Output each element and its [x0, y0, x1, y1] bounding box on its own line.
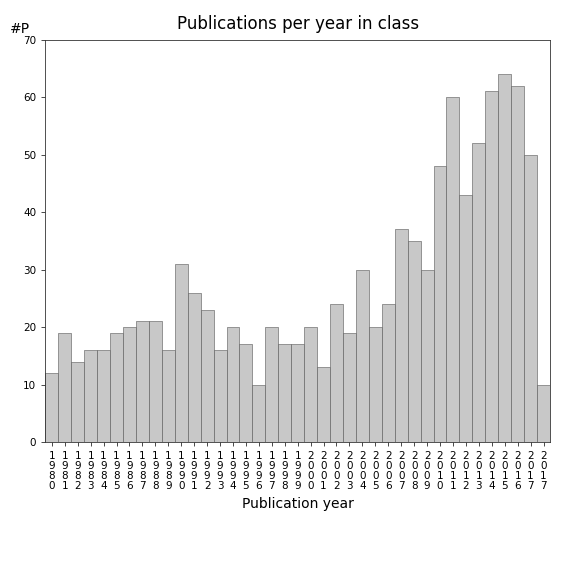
Bar: [395, 230, 408, 442]
Bar: [434, 166, 446, 442]
Bar: [330, 304, 343, 442]
Bar: [214, 350, 226, 442]
Bar: [84, 350, 97, 442]
Bar: [356, 270, 369, 442]
Bar: [123, 327, 136, 442]
Bar: [239, 345, 252, 442]
Title: Publications per year in class: Publications per year in class: [176, 15, 419, 32]
Bar: [71, 362, 84, 442]
Bar: [149, 321, 162, 442]
Bar: [175, 264, 188, 442]
Bar: [304, 327, 317, 442]
Bar: [110, 333, 123, 442]
X-axis label: Publication year: Publication year: [242, 497, 354, 511]
Bar: [265, 327, 278, 442]
Bar: [369, 327, 382, 442]
Bar: [45, 373, 58, 442]
Bar: [201, 310, 214, 442]
Bar: [498, 74, 511, 442]
Bar: [136, 321, 149, 442]
Bar: [97, 350, 110, 442]
Bar: [472, 143, 485, 442]
Bar: [459, 195, 472, 442]
Bar: [226, 327, 239, 442]
Bar: [162, 350, 175, 442]
Bar: [537, 385, 550, 442]
Bar: [524, 155, 537, 442]
Bar: [446, 97, 459, 442]
Bar: [188, 293, 201, 442]
Bar: [511, 86, 524, 442]
Bar: [421, 270, 434, 442]
Bar: [408, 241, 421, 442]
Bar: [291, 345, 304, 442]
Text: #P: #P: [10, 22, 30, 36]
Bar: [252, 385, 265, 442]
Bar: [278, 345, 291, 442]
Bar: [485, 91, 498, 442]
Bar: [382, 304, 395, 442]
Bar: [58, 333, 71, 442]
Bar: [317, 367, 330, 442]
Bar: [343, 333, 356, 442]
